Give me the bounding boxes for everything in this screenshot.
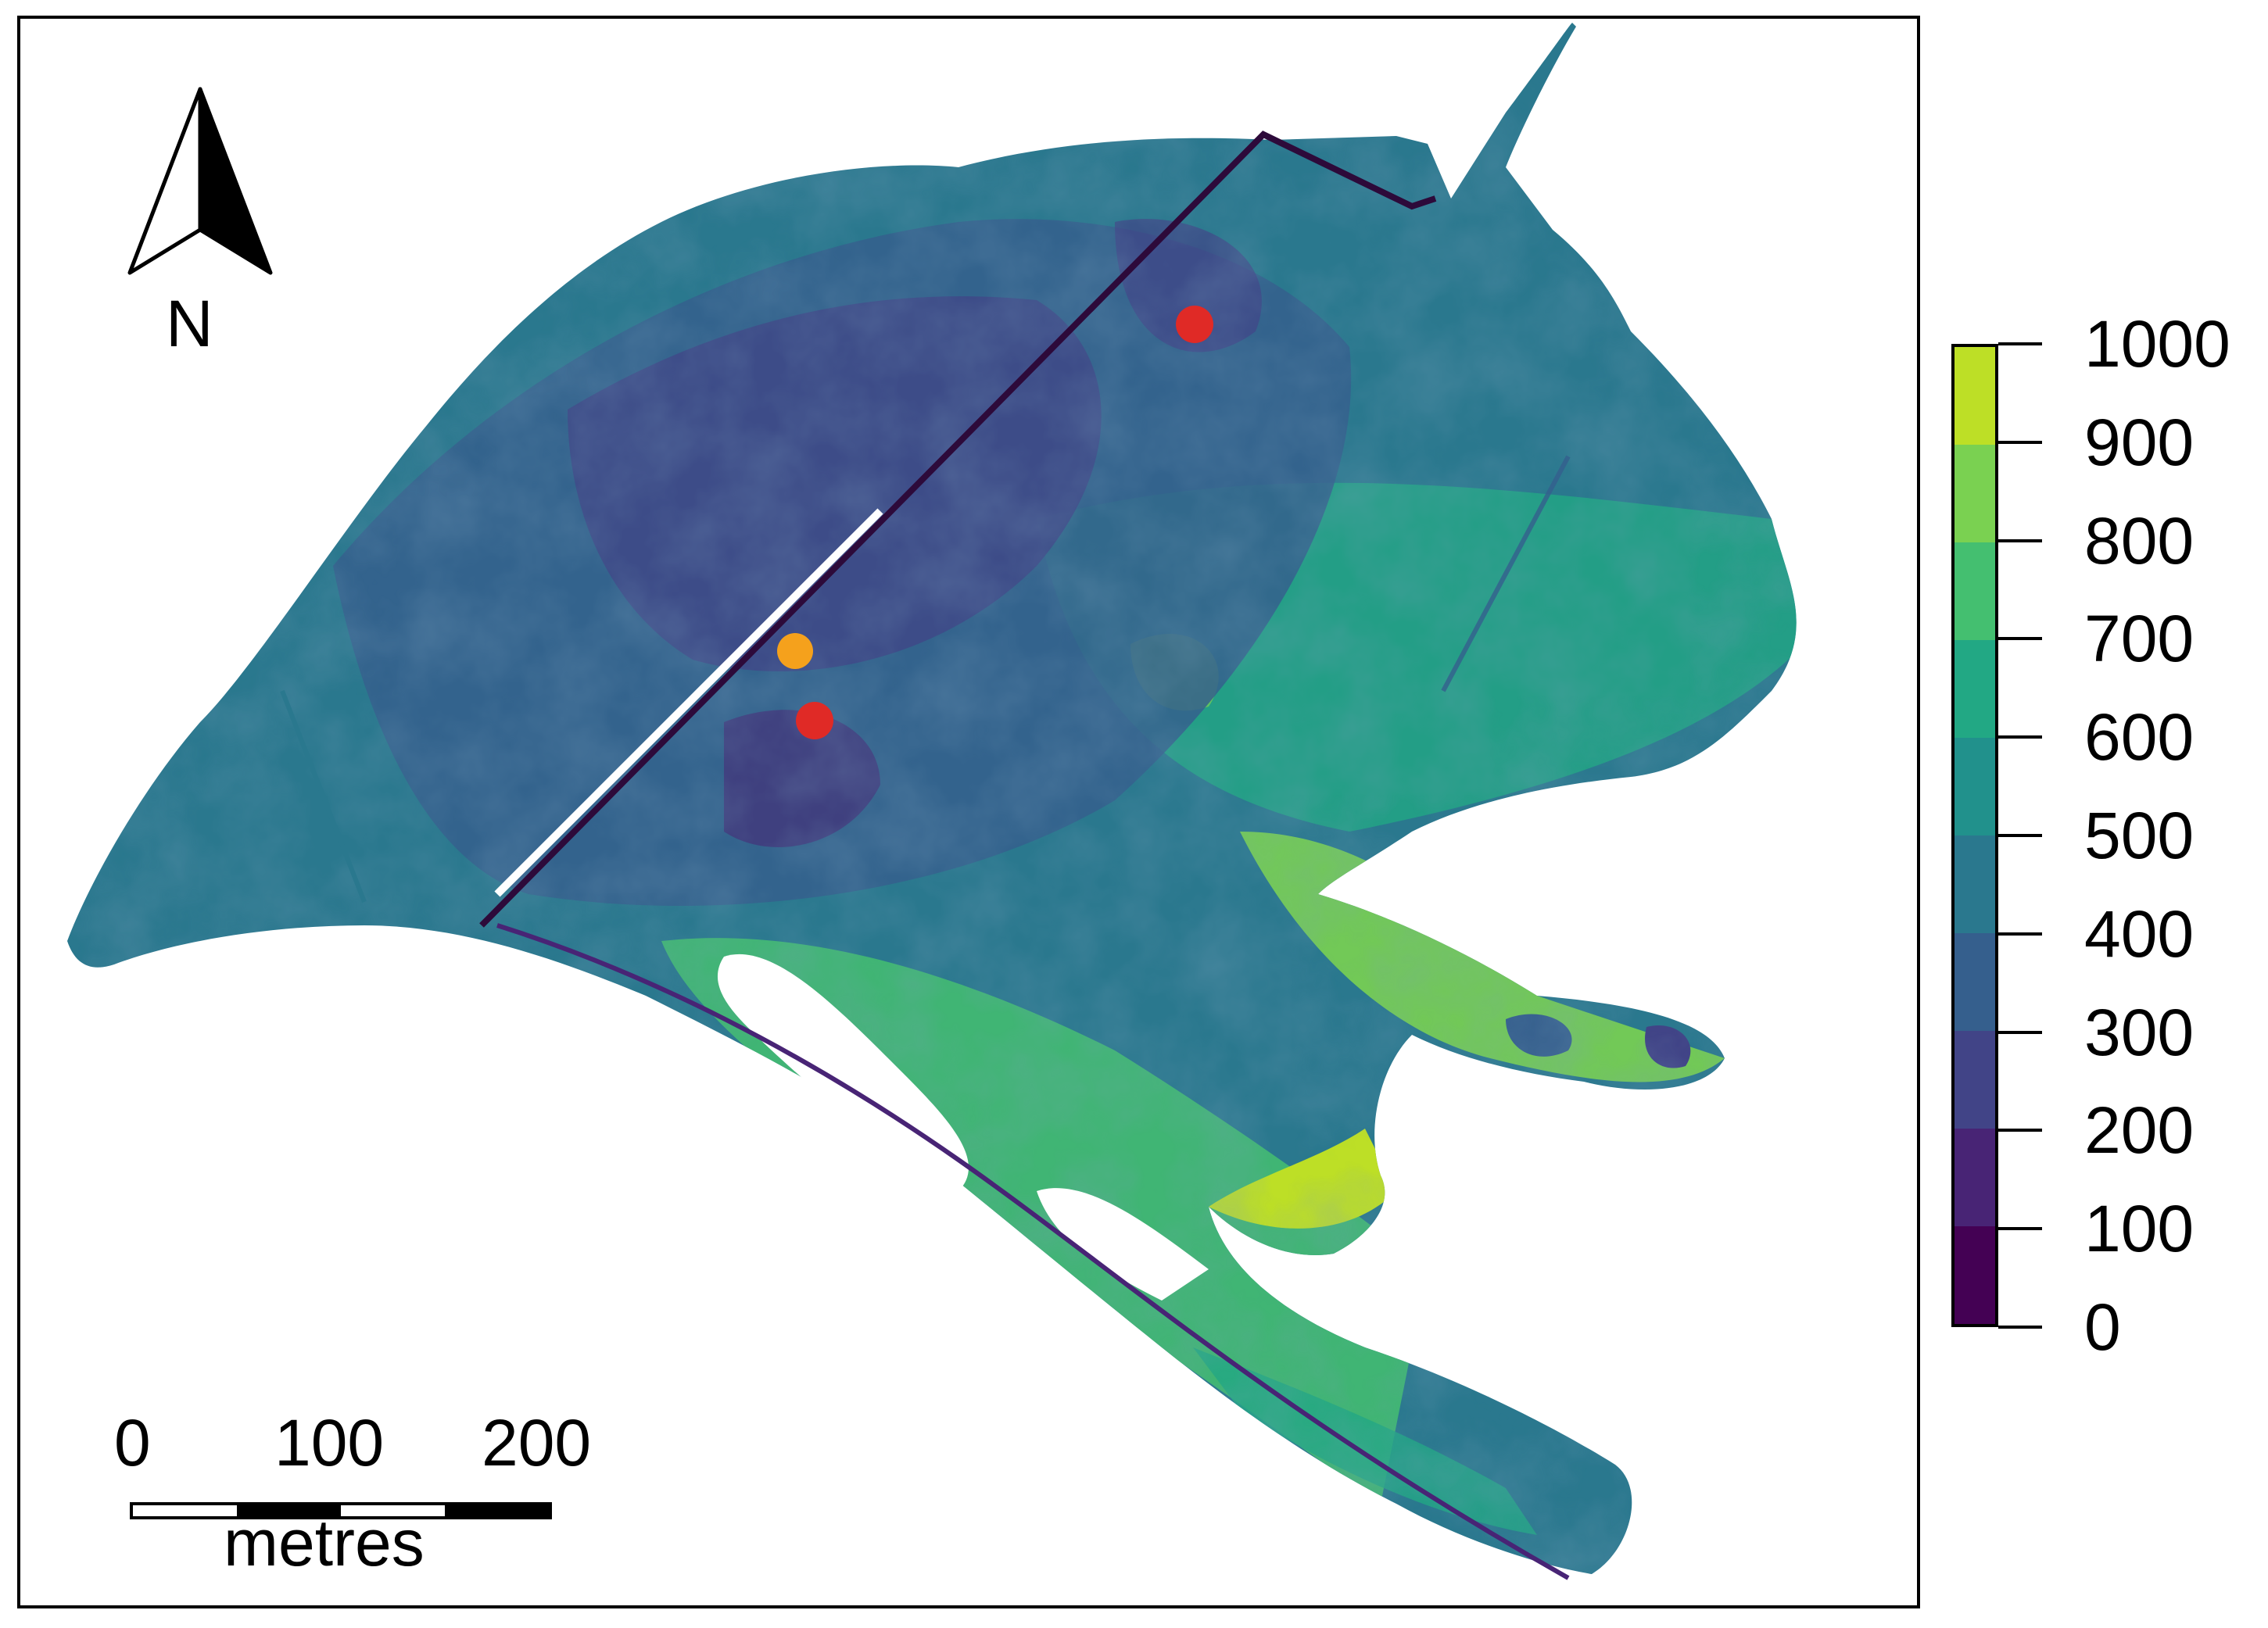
legend-tick <box>1998 637 2042 641</box>
legend-tick <box>1998 1326 2042 1329</box>
legend-label: 400 <box>2084 896 2195 971</box>
scale-tick-200: 200 <box>482 1406 592 1480</box>
north-label: N <box>166 287 213 360</box>
legend-label: 700 <box>2084 602 2195 676</box>
legend-color-block <box>1954 542 1995 640</box>
legend-label: 900 <box>2084 405 2195 479</box>
sample-point-red-2 <box>796 702 833 739</box>
legend-color-block <box>1954 445 1995 542</box>
legend-label: 600 <box>2084 700 2195 775</box>
legend-color-block <box>1954 347 1995 445</box>
legend-color-block <box>1954 1129 1995 1226</box>
legend-color-block <box>1954 933 1995 1031</box>
legend-tick <box>1998 1227 2042 1231</box>
legend-tick <box>1998 342 2042 345</box>
legend-label: 500 <box>2084 799 2195 872</box>
legend-tick <box>1998 440 2042 444</box>
north-arrow-icon <box>127 87 273 275</box>
legend-color-block <box>1954 640 1995 738</box>
legend-tick <box>1998 735 2042 739</box>
sample-point-red-1 <box>1176 306 1213 343</box>
legend-label: 100 <box>2084 1192 2195 1266</box>
legend-tick <box>1998 1030 2042 1034</box>
legend-tick <box>1998 538 2042 542</box>
legend-label: 0 <box>2084 1290 2121 1364</box>
map-frame: N 0 100 200 metres <box>17 16 1920 1608</box>
legend-color-block <box>1954 738 1995 835</box>
scale-tick-100: 100 <box>274 1406 385 1480</box>
legend-color-bar <box>1951 344 1998 1327</box>
scale-tick-0: 0 <box>114 1406 151 1480</box>
legend-label: 1000 <box>2084 307 2230 381</box>
raster-map <box>67 23 1797 1580</box>
legend-color-block <box>1954 1226 1995 1324</box>
color-legend: 1000 900 800 700 600 500 400 300 200 100 0 <box>1951 311 2264 1360</box>
scale-bar: 0 100 200 metres <box>114 1406 599 1580</box>
scale-segments <box>130 1502 552 1519</box>
legend-color-block <box>1954 835 1995 933</box>
legend-tick <box>1998 1129 2042 1132</box>
legend-tick <box>1998 834 2042 837</box>
legend-label: 800 <box>2084 503 2195 578</box>
legend-label: 300 <box>2084 995 2195 1069</box>
legend-tick <box>1998 932 2042 936</box>
scale-unit: metres <box>224 1506 425 1580</box>
legend-label: 200 <box>2084 1093 2195 1168</box>
legend-color-block <box>1954 1031 1995 1129</box>
sample-point-orange <box>777 633 813 669</box>
